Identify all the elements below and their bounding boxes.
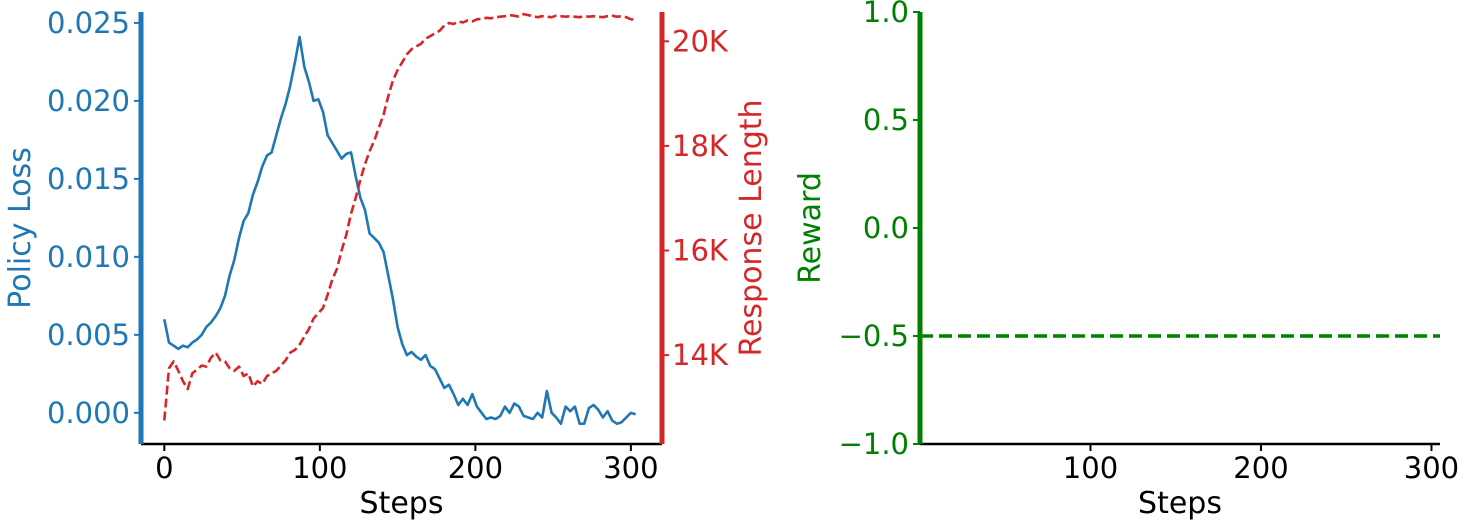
right-y-tick-label: 16K [672,233,729,267]
x-tick-label: 100 [1063,451,1118,485]
x-tick-label: 200 [1233,451,1288,485]
chart-loss-length: 0 100 200 300 Steps 0.000 0.005 0.010 0.015 0.020… [3,6,769,521]
x-tick-label: 100 [292,451,347,485]
y-tick-label: 0.0 [863,211,909,245]
x-axis-label: Steps [1138,486,1222,521]
y-tick-label: −0.5 [839,319,909,353]
right-y-tick-label: 14K [672,338,729,372]
response-length-line [163,12,636,421]
y-axis-label: Reward [793,172,828,284]
y-tick-label: 0.5 [863,103,909,137]
x-tick-label: 0 [155,451,173,485]
left-y-axis-label: Policy Loss [3,147,38,309]
left-y-tick-label: 0.000 [47,396,130,430]
policy-loss-line [163,35,637,426]
x-tick-label: 300 [1404,451,1459,485]
left-y-tick-label: 0.015 [47,162,130,196]
left-y-tick-label: 0.025 [47,6,130,40]
y-tick-label: 1.0 [863,0,909,29]
x-tick-label: 200 [448,451,503,485]
left-y-tick-label: 0.005 [47,318,130,352]
left-y-tick-label: 0.020 [47,84,130,118]
right-y-tick-label: 20K [672,24,729,58]
left-y-tick-label: 0.010 [47,240,130,274]
right-y-axis-label: Response Length [734,99,769,356]
x-axis-label: Steps [360,486,444,521]
x-tick-label: 300 [603,451,658,485]
right-y-tick-label: 18K [672,129,729,163]
chart-reward: 100 200 300 Steps −1.0 −0.5 0.0 0.5 1.0 Reward [793,0,1459,521]
y-tick-label: −1.0 [839,427,909,461]
